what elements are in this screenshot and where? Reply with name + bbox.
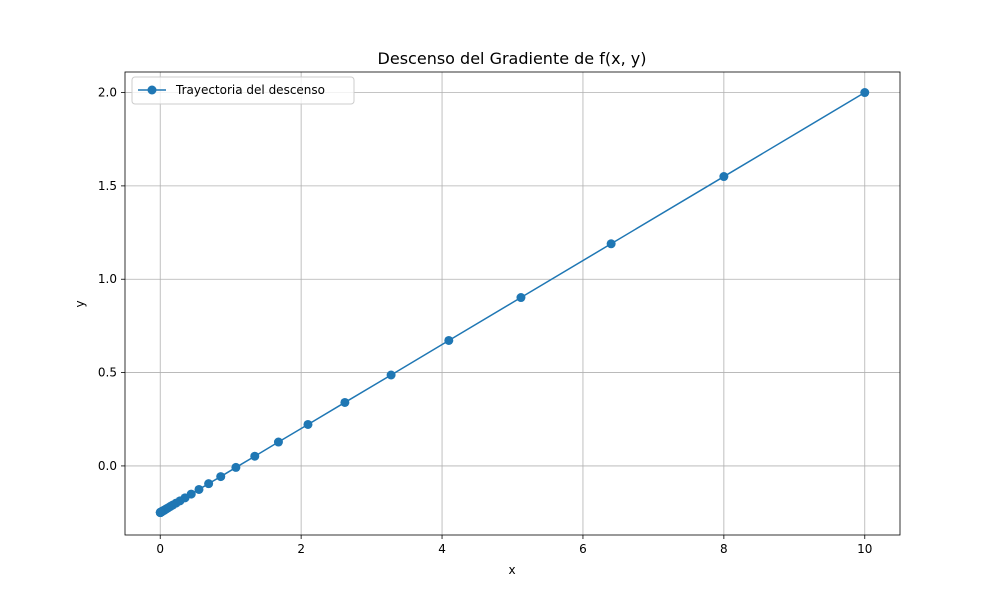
grid-lines: [125, 72, 900, 535]
legend-label: Trayectoria del descenso: [175, 83, 325, 97]
data-point: [719, 172, 729, 182]
legend-box: [131, 76, 355, 105]
data-point: [516, 293, 526, 303]
y-axis-label: y: [73, 300, 87, 307]
y-tick-label: 1.5: [98, 179, 117, 193]
x-tick-label: 6: [579, 542, 587, 556]
y-tick-label: 0.0: [98, 459, 117, 473]
legend: Trayectoria del descenso: [131, 76, 355, 105]
x-tick-label: 2: [297, 542, 305, 556]
legend-marker-swatch: [147, 85, 157, 95]
data-point: [273, 437, 283, 447]
data-point: [204, 479, 214, 489]
x-tick-label: 10: [857, 542, 872, 556]
chart-title: Descenso del Gradiente de f(x, y): [378, 49, 647, 68]
data-point: [444, 335, 454, 345]
x-axis-label: x: [508, 563, 515, 577]
x-tick-label: 0: [156, 542, 164, 556]
y-tick-label: 2.0: [98, 86, 117, 100]
data-point: [155, 508, 165, 518]
axis-ticks: 0 2 4 6 8 10 0.0 0.5 1.0 1.5 2.0: [98, 86, 873, 556]
data-point: [250, 451, 260, 461]
data-point: [860, 88, 870, 98]
x-tick-label: 8: [720, 542, 728, 556]
plot-area-frame: [124, 71, 901, 536]
y-tick-label: 0.5: [98, 366, 117, 380]
data-point: [340, 397, 350, 407]
y-tick-label: 1.0: [98, 272, 117, 286]
x-tick-label: 4: [438, 542, 446, 556]
data-point: [216, 472, 226, 482]
data-point: [386, 370, 396, 380]
data-point: [231, 462, 241, 472]
series-layer: [155, 88, 870, 518]
data-point: [606, 239, 616, 249]
data-point: [194, 484, 204, 494]
data-point: [303, 419, 313, 429]
